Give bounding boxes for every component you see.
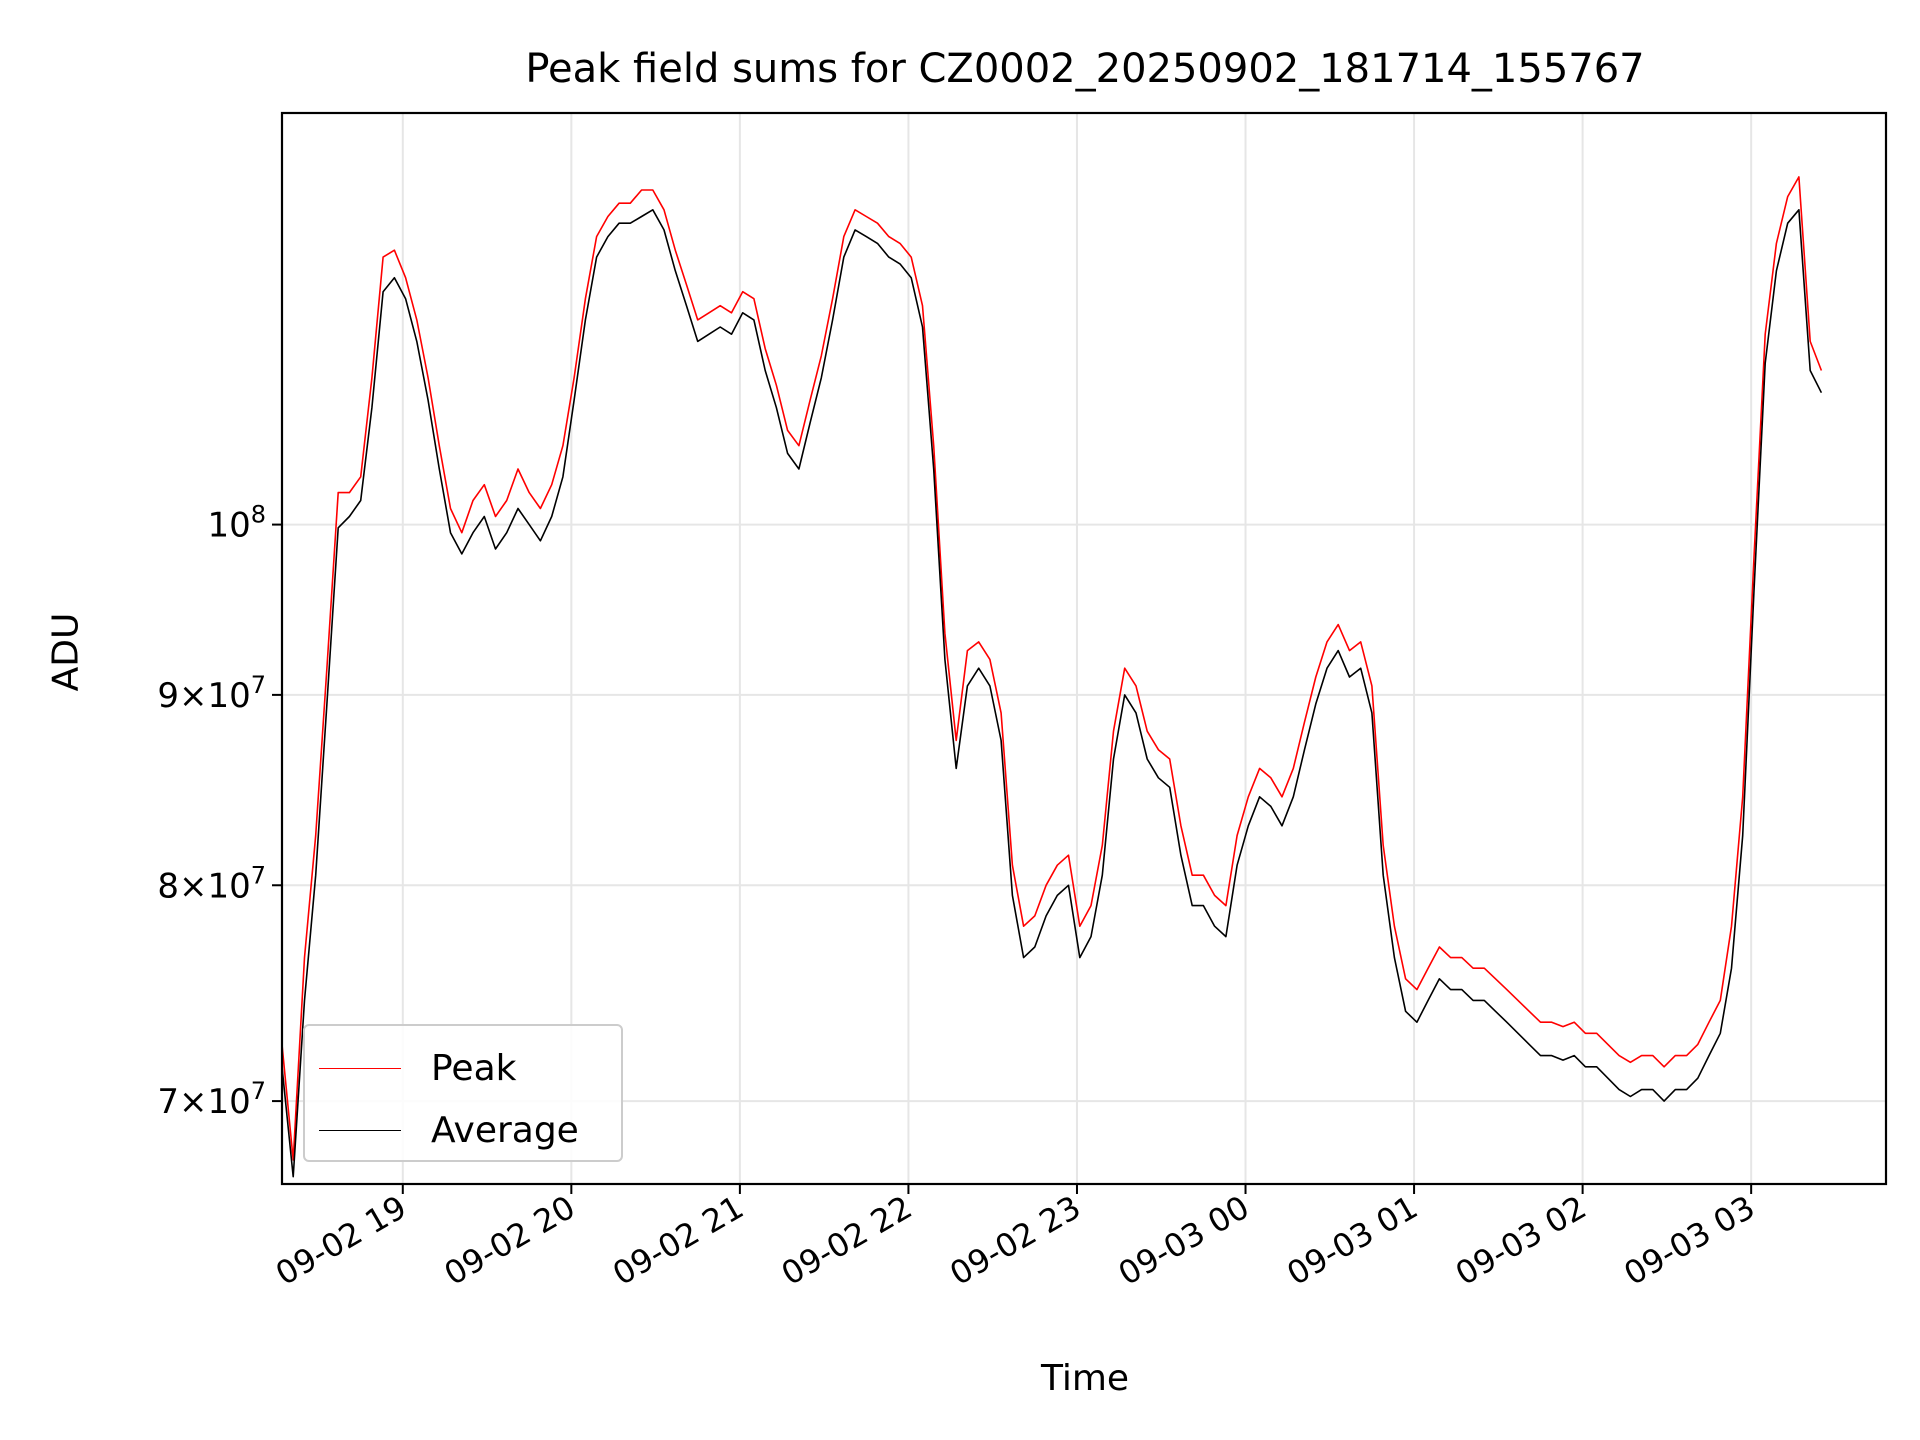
legend-swatch-average [319,1130,401,1131]
y-axis-label: ADU [45,612,87,692]
y-tick-label: 7×107 [157,1077,266,1122]
legend-swatch-peak [319,1068,401,1069]
x-tick-label: 09-02 20 [438,1188,582,1293]
x-tick-label: 09-02 22 [775,1188,919,1293]
y-tick-label: 108 [207,501,266,546]
tick-group: 09-02 19 09-02 20 09-02 21 09-02 22 09-02 23… [157,501,1761,1293]
legend-item-average: Average [319,1110,579,1151]
series-peak-line [281,176,1823,1161]
series-group [281,176,1823,1178]
x-tick-label: 09-03 01 [1280,1188,1424,1293]
x-tick-label: 09-02 21 [606,1188,750,1293]
series-average-line [281,209,1823,1178]
x-axis-label: Time [1040,1358,1130,1399]
x-tick-label: 09-02 19 [269,1188,413,1293]
x-tick-label: 09-03 03 [1618,1188,1762,1293]
y-tick-label: 8×107 [157,861,266,906]
y-tick-label: 9×107 [157,671,266,716]
x-tick-label: 09-03 02 [1449,1188,1593,1293]
x-tick-label: 09-03 00 [1112,1188,1256,1293]
axes-frame [280,111,1888,1186]
legend-label-average: Average [431,1110,579,1151]
legend-label-peak: Peak [431,1048,517,1089]
x-tick-label: 09-02 23 [943,1188,1087,1293]
legend-item-peak: Peak [319,1048,516,1089]
legend: Peak Average [303,1024,623,1162]
chart-title: Peak field sums for CZ0002_20250902_1817… [525,46,1645,92]
grid-lines [282,113,1886,1184]
